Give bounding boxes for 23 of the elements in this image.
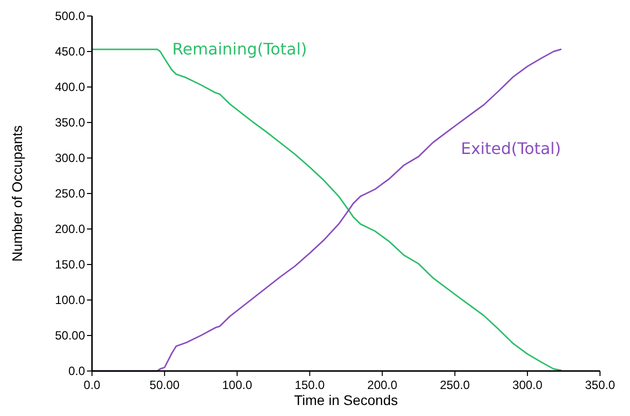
y-tick-label: 500.0: [54, 9, 86, 24]
y-tick-label: 350.0: [54, 116, 86, 130]
y-tick-label: 250.0: [54, 186, 86, 201]
y-tick-label: 200.0: [54, 222, 86, 236]
x-tick-label: 0.0: [84, 378, 101, 392]
y-tick-label: 100.0: [54, 293, 86, 308]
y-tick-label: 150.0: [54, 258, 86, 272]
series-label: Remaining(Total): [172, 39, 308, 58]
y-tick-label: 450.0: [54, 44, 86, 59]
y-tick-label: 0.0: [68, 364, 86, 378]
x-axis-title: Time in Seconds: [294, 392, 398, 408]
x-tick-label: 150.0: [294, 378, 326, 392]
y-axis-title: Number of Occupants: [9, 125, 25, 262]
x-tick-label: 350.0: [584, 378, 616, 392]
y-tick-label: 400.0: [54, 80, 86, 94]
x-tick-label: 250.0: [440, 378, 470, 392]
x-tick-label: 100.0: [222, 378, 252, 392]
x-tick-label: 200.0: [367, 378, 398, 392]
y-tick-label: 300.0: [54, 151, 86, 166]
x-tick-label: 50.00: [150, 378, 180, 392]
x-tick-label: 300.0: [512, 378, 543, 392]
series-label: Exited(Total): [460, 139, 562, 158]
y-tick-label: 50.00: [54, 328, 86, 343]
